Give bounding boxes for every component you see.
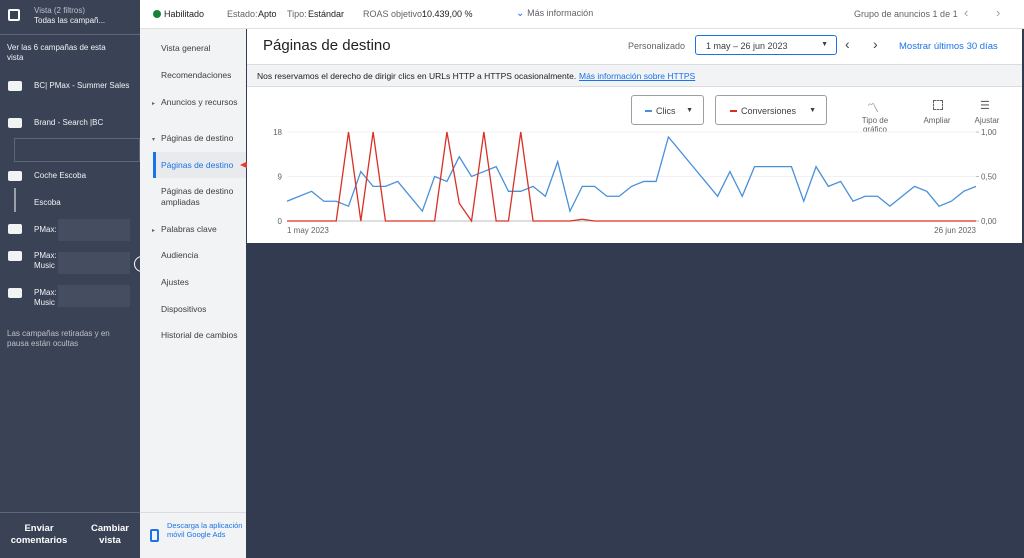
legend-entry[interactable]: Conversiones [741, 106, 797, 116]
more-info-link[interactable]: ⌄ Más información [516, 8, 594, 19]
chart-type-button[interactable]: Tipo de gráfico [861, 116, 889, 132]
campaign-sidebar: Vista (2 filtros) Todas las campañ... Ve… [0, 0, 140, 558]
adjust-icon[interactable]: ☰ [980, 100, 990, 112]
display-icon [8, 171, 22, 181]
campaign[interactable]: PMax: [34, 225, 57, 234]
search-icon [8, 118, 22, 128]
pmax-icon [8, 251, 22, 261]
legend-entry[interactable]: Clics [656, 106, 676, 116]
status-dot [153, 10, 161, 18]
legend-swatch [645, 110, 652, 112]
notice-text: Nos reservamos el derecho de dirigir cli… [257, 71, 577, 81]
performance-chart: 0 9 18 0,00 0,50 1,00 1 may 2023 26 jun 2023 [273, 128, 997, 235]
campaign[interactable]: Coche Escoba [34, 171, 87, 180]
nav-item[interactable]: Vista general [161, 43, 211, 53]
expand-arrow: ▸ [152, 228, 156, 234]
page-nav: Vista general Recomendaciones Anuncios y… [140, 29, 246, 558]
y2-tick-label: 1,00 [981, 128, 997, 137]
range-type: Personalizado [628, 41, 686, 51]
nav-item[interactable]: Audiencia [161, 250, 199, 260]
pmax-icon [8, 224, 22, 234]
type-label: Tipo: [287, 9, 307, 19]
expand-icon[interactable] [933, 100, 943, 110]
view-subtitle[interactable]: Todas las campañ... [34, 16, 106, 25]
series-line [286, 135, 977, 213]
status: Habilitado [164, 9, 205, 19]
nav-item-selected[interactable]: Páginas de destino [161, 160, 234, 170]
page-title: Páginas de destino [263, 37, 391, 54]
expand-arrow: ▾ [152, 137, 156, 143]
nav-item[interactable]: Recomendaciones [161, 70, 232, 80]
see-all-link[interactable]: Ver las 6 campañas de esta vista [7, 43, 106, 62]
x-tick-label: 1 may 2023 [287, 226, 329, 235]
date-range[interactable]: 1 may – 26 jun 2023 [706, 41, 788, 51]
prev-range[interactable]: ‹ [845, 36, 850, 52]
y2-tick-label: 0,00 [981, 217, 997, 226]
nav-item[interactable]: Historial de cambios [161, 330, 238, 340]
state-value: Apto [258, 9, 277, 19]
main-panel: Páginas de destino Personalizado 1 may –… [247, 29, 1022, 243]
notice-link[interactable]: Más información sobre HTTPS [579, 71, 696, 81]
campaign[interactable]: BC| PMax - Summer Sales [34, 81, 130, 90]
dropdown-caret: ▼ [809, 107, 816, 114]
campaign[interactable]: Brand - Search |BC [34, 118, 104, 127]
campaign-placeholder [14, 138, 140, 162]
date-range-picker[interactable]: 1 may – 26 jun 2023 ▼ [695, 35, 837, 55]
next-button[interactable]: › [996, 5, 1001, 20]
app-download-link[interactable]: Descarga la aplicación móvil Google Ads [167, 521, 243, 539]
legend-swatch [730, 110, 737, 112]
chart-type-icon[interactable]: 〽 [867, 101, 880, 115]
expand-arrow: ▸ [152, 101, 156, 107]
roas-label: ROAS objetivo: [363, 9, 425, 19]
tree-line [14, 188, 16, 212]
nav-item[interactable]: Palabras clave [161, 224, 217, 234]
metric-1-selector[interactable]: Clics ▼ [631, 95, 704, 125]
series-line [287, 131, 976, 223]
divider [0, 512, 140, 513]
phone-icon [150, 529, 159, 542]
hidden-note: Las campañas retiradas y en pausa están … [7, 329, 110, 348]
campaign[interactable]: PMax: Music [34, 251, 57, 270]
show-last-30[interactable]: Mostrar últimos 30 días [899, 41, 998, 52]
nav-item[interactable]: Páginas de destino ampliadas [161, 186, 234, 207]
y-tick-label: 9 [278, 173, 283, 182]
metric-2-selector[interactable]: Conversiones ▼ [715, 95, 827, 125]
y-tick-label: 18 [273, 128, 282, 137]
prev-button[interactable]: ‹ [964, 5, 969, 20]
adjust-button[interactable]: Ajustar [974, 116, 1000, 125]
feedback-button[interactable]: Enviar comentarios [10, 523, 68, 546]
next-range[interactable]: › [873, 36, 878, 52]
nav-selected-bg [153, 152, 246, 178]
campaign[interactable]: PMax: Music [34, 288, 57, 307]
nav-item[interactable]: Dispositivos [161, 304, 207, 314]
dropdown-caret: ▼ [821, 41, 828, 48]
redacted [58, 285, 130, 307]
pmax-icon [8, 288, 22, 298]
divider [140, 512, 246, 513]
view-title[interactable]: Vista (2 filtros) [34, 6, 85, 15]
more-info-text[interactable]: Más información [527, 8, 594, 18]
ad-group-pager: Grupo de anuncios 1 de 1 [854, 9, 958, 19]
nav-item[interactable]: Anuncios y recursos [161, 97, 238, 107]
nav-item[interactable]: Ajustes [161, 277, 189, 287]
home-icon[interactable] [8, 9, 20, 21]
type-value: Estándar [308, 9, 345, 19]
dropdown-caret: ▼ [686, 107, 693, 114]
expand-button[interactable]: Ampliar [923, 116, 951, 125]
nav-item[interactable]: Páginas de destino [161, 133, 234, 143]
change-view-button[interactable]: Cambiar vista [90, 523, 129, 546]
notice-bar: Nos reservamos el derecho de dirigir cli… [247, 64, 1022, 87]
x-tick-label: 26 jun 2023 [934, 226, 976, 235]
redacted [58, 219, 130, 241]
campaign[interactable]: Escoba [34, 198, 61, 207]
pmax-icon [8, 81, 22, 91]
roas-value: 10.439,00 % [422, 9, 473, 19]
divider [0, 34, 140, 35]
top-bar: Habilitado Estado: Apto Tipo: Estándar R… [140, 0, 1024, 29]
y2-tick-label: 0,50 [981, 173, 997, 182]
redacted [58, 252, 130, 274]
y-tick-label: 0 [278, 217, 283, 226]
state-label: Estado: [227, 9, 258, 19]
